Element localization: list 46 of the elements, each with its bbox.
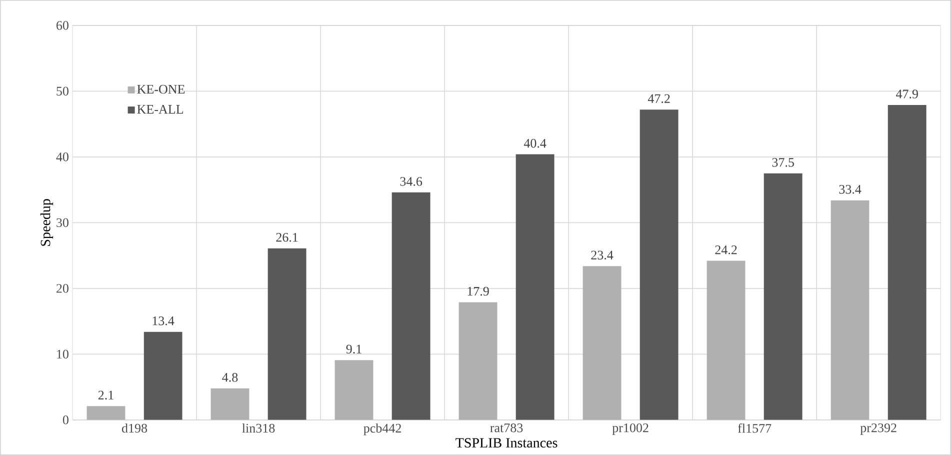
data-label: 13.4 [152,316,174,326]
data-label: 26.1 [276,232,298,242]
data-label: 4.8 [222,372,238,382]
bar [706,260,746,420]
data-label: 37.5 [772,158,794,167]
bar [392,192,430,420]
bar [764,173,802,420]
bar [144,332,182,420]
bar [830,200,870,420]
x-tick-label: pcb442 [364,423,401,436]
y-tick-label: 40 [56,152,68,162]
bar [582,266,622,420]
legend-label: KE-ALL [137,104,184,114]
bar [268,248,306,420]
legend-label: KE-ONE [137,84,185,94]
data-label: 47.2 [648,94,670,103]
x-tick-label: rat783 [490,423,523,432]
y-tick-label: 50 [56,86,68,96]
bar [458,302,498,420]
y-tick-label: 10 [57,350,68,358]
x-tick-label: fl1577 [738,423,772,433]
data-label: 17.9 [468,286,489,296]
y-tick-label: 60 [56,20,68,30]
data-label: 24.2 [715,245,737,254]
y-tick-label: 0 [62,415,68,424]
y-tick-label: 30 [56,218,68,227]
data-label: 40.4 [524,138,546,148]
bar [888,104,926,420]
data-label: 9.1 [346,344,362,354]
x-tick-label: lin318 [242,423,275,432]
bar [640,109,678,420]
x-tick-label: pr2392 [860,423,896,435]
bar [516,154,554,420]
bar [334,360,374,420]
x-tick-label: d198 [122,423,148,432]
x-axis-title: TSPLIB Instances [456,438,558,448]
data-label: 33.4 [839,184,862,194]
y-tick-label: 20 [56,284,68,293]
data-label: 47.9 [896,89,918,98]
data-label: 34.6 [400,176,422,186]
x-tick-label: pr1002 [612,423,648,435]
bar [210,388,250,420]
data-label: 23.4 [591,250,614,260]
y-axis-title: Speedup [40,198,54,246]
data-label: 2.1 [98,390,114,400]
bar [86,406,126,420]
